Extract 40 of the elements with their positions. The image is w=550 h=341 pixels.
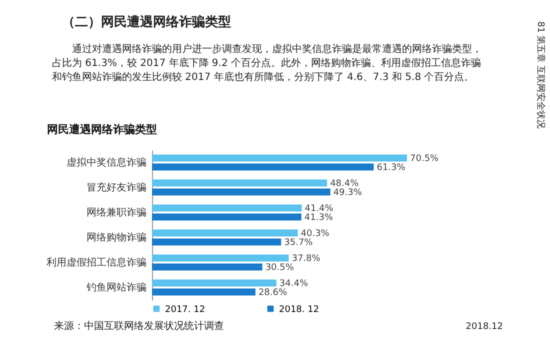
bar	[152, 204, 302, 212]
data-label: 37.8%	[292, 254, 321, 264]
legend-label: 2017. 12	[165, 304, 206, 315]
data-label: 61.3%	[376, 162, 406, 173]
data-label: 70.5%	[410, 154, 440, 164]
bar	[152, 288, 256, 296]
text: 占比为 61.3%，较 2017 年底下降 9.2 个百分点。此外，网络购物诈骗、利用虚假招工信息诈骗	[52, 57, 482, 69]
bar	[152, 154, 407, 162]
bar	[152, 163, 374, 170]
y-tick-label: 虚拟中奖信息诈骗	[66, 156, 146, 168]
data-label: 41.3%	[304, 212, 334, 223]
text: 通过对遭遇网络诈骗的用户进一步调查发现，虚拟中奖信息诈骗是最常遭遇的网络诈骗类型，	[72, 43, 482, 55]
bar	[152, 254, 289, 262]
data-label: 30.5%	[265, 262, 294, 273]
y-tick-label: 网络购物诈骗	[86, 232, 146, 244]
bar	[152, 263, 262, 270]
text: 和钓鱼网站诈骗的发生比例较 2017 年底也有所降低，分别下降了 4.6、7.3 和 5.8 个百分点。	[52, 71, 474, 83]
y-tick-label: 冒充好友诈骗	[86, 182, 146, 194]
bar	[152, 280, 276, 287]
data-label: 34.4%	[279, 279, 308, 290]
data-label: 35.7%	[284, 238, 314, 248]
data-label: 40.3%	[300, 229, 330, 240]
legend-label: 2018. 12	[279, 304, 320, 315]
bar	[152, 213, 302, 220]
text: 81 第五章 互联网安全状况	[535, 21, 546, 129]
chart-title: 网民遭遇网络诈骗类型	[47, 123, 157, 136]
bar	[152, 180, 328, 187]
y-tick-label: 钓鱼网站诈骗	[86, 282, 146, 294]
bar	[152, 238, 282, 246]
bar	[152, 188, 330, 196]
y-tick-label: 利用虚假招工信息诈骗	[46, 256, 146, 268]
text: 2018.12	[466, 322, 503, 332]
y-tick-label: 网络兼职诈骗	[86, 206, 146, 218]
data-label: 49.3%	[333, 188, 362, 198]
data-label: 41.4%	[304, 204, 334, 214]
bar	[152, 230, 298, 237]
data-label: 28.6%	[258, 288, 288, 298]
text: （二）网民遭遇网络诈骗类型	[62, 14, 231, 30]
source-note: 来源：中国互联网络发展状况统计调查	[54, 320, 224, 332]
data-label: 48.4%	[330, 179, 360, 190]
